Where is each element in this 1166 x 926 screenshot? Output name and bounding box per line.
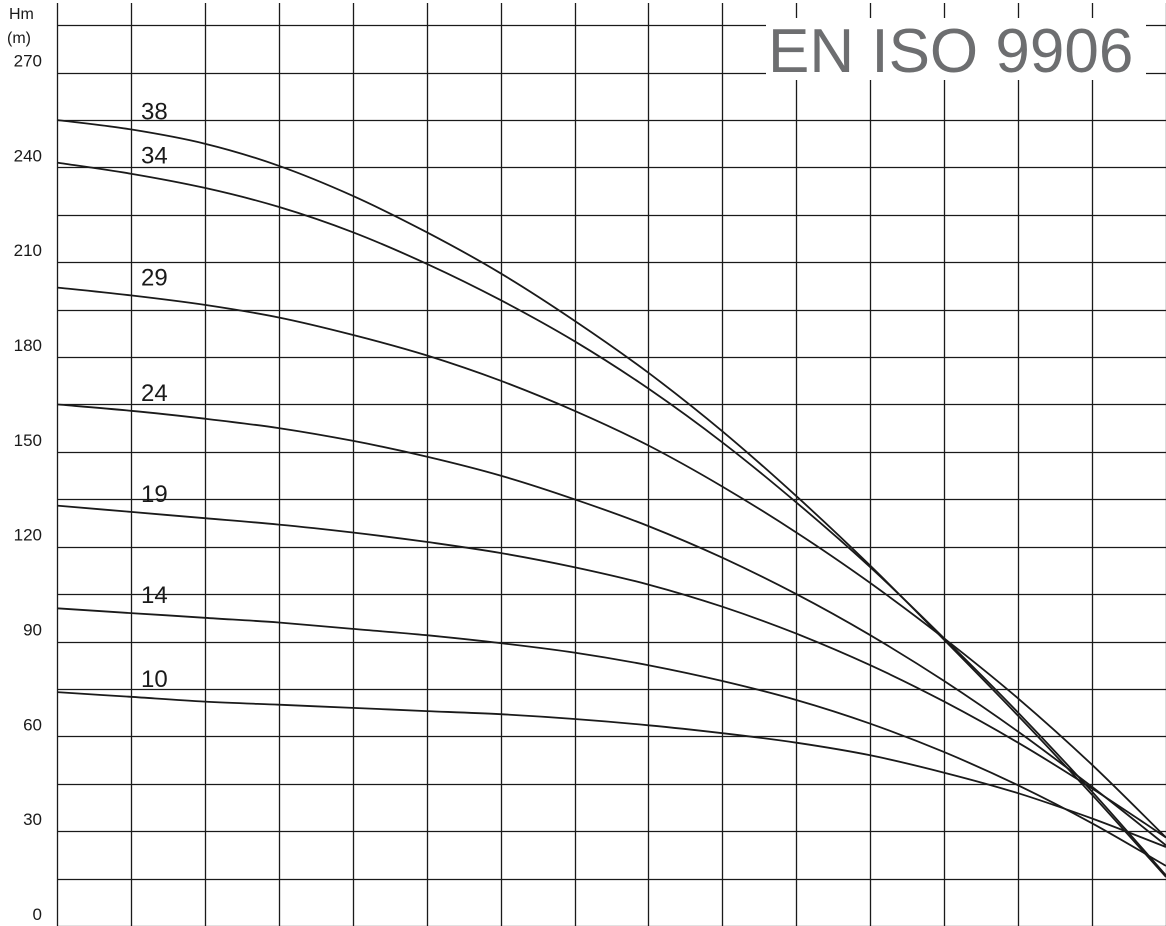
- y-tick-label: 0: [33, 905, 42, 924]
- standard-title: EN ISO 9906: [768, 17, 1133, 86]
- curve-14: [56, 607, 1166, 867]
- y-tick-label: 240: [14, 146, 42, 165]
- curve-label-19: 19: [141, 481, 168, 508]
- curve-label-10: 10: [141, 666, 168, 693]
- y-tick-label: 120: [14, 526, 42, 545]
- curve-19: [56, 504, 1166, 839]
- curve-24: [56, 403, 1166, 847]
- curve-10: [56, 691, 1166, 848]
- performance-curves: [56, 119, 1166, 878]
- y-axis-unit: (m): [7, 30, 31, 47]
- y-tick-label: 150: [14, 431, 42, 450]
- curve-label-24: 24: [141, 380, 168, 407]
- y-tick-label: 270: [14, 52, 42, 71]
- y-tick-label: 180: [14, 336, 42, 355]
- grid: [56, 3, 1166, 926]
- curve-label-34: 34: [141, 143, 168, 170]
- curve-label-38: 38: [141, 98, 168, 125]
- curve-34: [56, 161, 1166, 876]
- curve-29: [56, 286, 1166, 839]
- y-tick-label: 90: [23, 621, 42, 640]
- y-tick-label: 30: [23, 810, 42, 829]
- y-axis-ticks: 270 240 210 180 150 120 90 60 30 0: [14, 52, 42, 924]
- curve-label-14: 14: [141, 582, 168, 609]
- curve-labels: 38 34 29 24 19 14 10: [141, 98, 168, 692]
- y-tick-label: 60: [23, 715, 42, 734]
- curve-label-29: 29: [141, 264, 168, 291]
- y-axis-label: Hm: [9, 6, 34, 23]
- title-backdrop: [766, 18, 1146, 80]
- y-tick-label: 210: [14, 241, 42, 260]
- curve-38: [56, 119, 1166, 878]
